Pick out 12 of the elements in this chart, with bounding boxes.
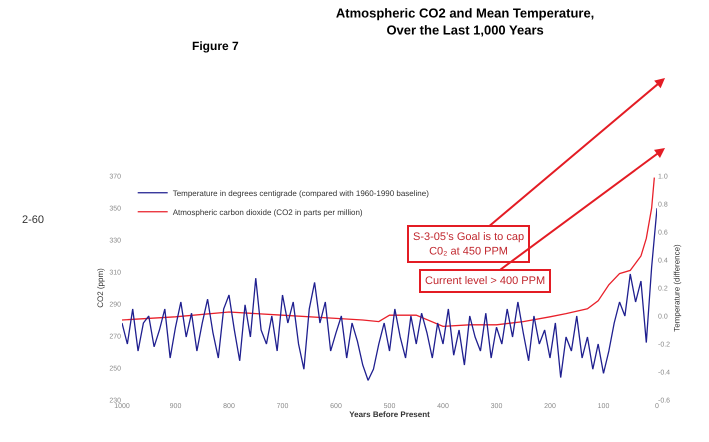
chart-title: Atmospheric CO2 and Mean Temperature, Over the Last 1,000 Years — [336, 6, 594, 38]
legend-label: Atmospheric carbon dioxide (CO2 in parts per million) — [172, 208, 363, 217]
y2-axis-title: Temperature (difference) — [672, 244, 682, 332]
x-axis-title: Years Before Present — [349, 410, 430, 420]
annotation: S-3-05’s Goal is to cap C0₂ at 450 PPM — [413, 231, 524, 258]
y-axis-title: CO2 (ppm) — [96, 268, 106, 308]
line-series — [122, 176, 655, 328]
text: 2-60 — [22, 214, 44, 226]
annotation: Current level > 400 PPM — [425, 275, 546, 287]
line-series — [122, 208, 657, 382]
legend-label: Temperature in degrees centigrade (compared with 1960-1990 baseline) — [172, 188, 430, 198]
caption: Figure 7 — [192, 39, 239, 53]
